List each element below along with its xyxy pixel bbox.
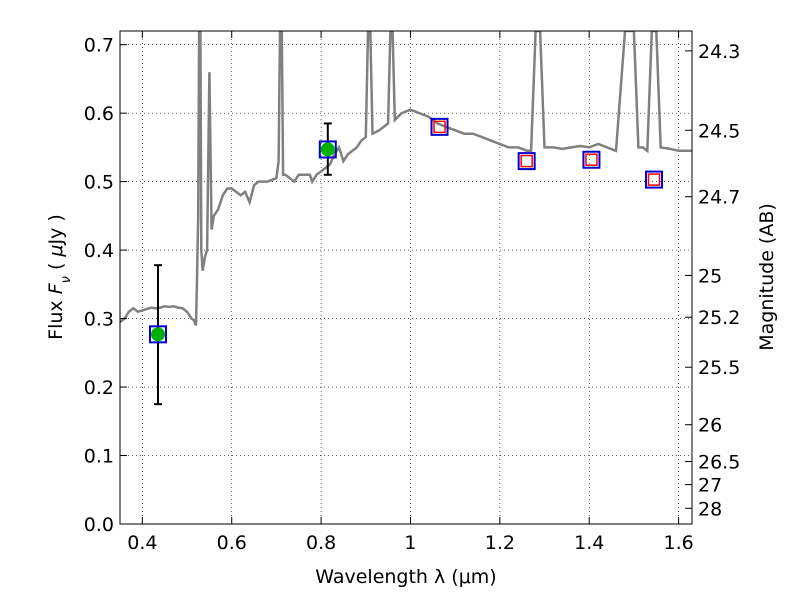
x-tick-label: 1.4 <box>574 532 604 554</box>
observed-point <box>320 142 335 157</box>
right-tick-label: 27 <box>698 475 722 497</box>
y-tick-label: 0.3 <box>84 309 114 331</box>
y-tick-label: 0.1 <box>84 446 114 468</box>
model-photometry-square <box>582 150 601 169</box>
x-tick-label: 1 <box>404 532 416 554</box>
model-photometry-square <box>517 152 536 171</box>
right-axis-label: Magnitude (AB) <box>756 203 778 351</box>
model-photometry-square <box>645 170 664 189</box>
x-tick-label: 0.6 <box>217 532 247 554</box>
y-axis-label-text: Flux <box>45 294 67 340</box>
right-tick-label: 26 <box>698 415 722 437</box>
plot-frame <box>119 30 693 525</box>
y-axis-ticks: 0.0 0.1 0.2 0.3 0.4 0.5 0.6 0.7 <box>84 35 127 536</box>
observed-point <box>150 327 165 342</box>
upper-limit-square <box>520 154 533 168</box>
x-tick-label: 0.8 <box>306 532 336 554</box>
x-tick-label: 1.2 <box>485 532 515 554</box>
model-photometry-square <box>148 325 167 344</box>
points-layer <box>148 117 664 406</box>
plot-background <box>120 31 692 524</box>
y-tick-label: 0.4 <box>84 240 114 262</box>
x-tick-label: 0.4 <box>127 532 157 554</box>
upper-limit-square <box>585 153 598 166</box>
y-tick-label: 0.2 <box>84 377 114 399</box>
y-tick-label: 0.6 <box>84 103 114 125</box>
x-axis-label: Wavelength λ (μm) <box>315 566 496 588</box>
y-tick-label: 0.7 <box>84 35 114 57</box>
model-photometry-square <box>318 140 337 159</box>
model-photometry-square <box>430 117 449 136</box>
upper-limit-square <box>647 173 661 186</box>
right-tick-label: 25.2 <box>698 307 740 329</box>
y-tick-label: 0.5 <box>84 172 114 194</box>
right-tick-label: 25 <box>698 265 722 287</box>
right-tick-label: 24.7 <box>698 187 740 209</box>
right-tick-label: 25.5 <box>698 357 740 379</box>
upper-limit-square <box>433 120 446 134</box>
right-tick-label: 28 <box>698 498 722 520</box>
right-tick-label: 24.3 <box>698 41 740 63</box>
y-tick-label: 0.0 <box>84 514 114 536</box>
right-tick-label: 24.5 <box>698 120 740 142</box>
x-tick-label: 1.6 <box>663 532 693 554</box>
x-axis-ticks: 0.4 0.6 0.8 1 1.2 1.4 1.6 <box>127 31 694 554</box>
right-tick-label: 26.5 <box>698 452 740 474</box>
y-axis-label: Flux Fν ( μJy ) <box>45 214 74 340</box>
